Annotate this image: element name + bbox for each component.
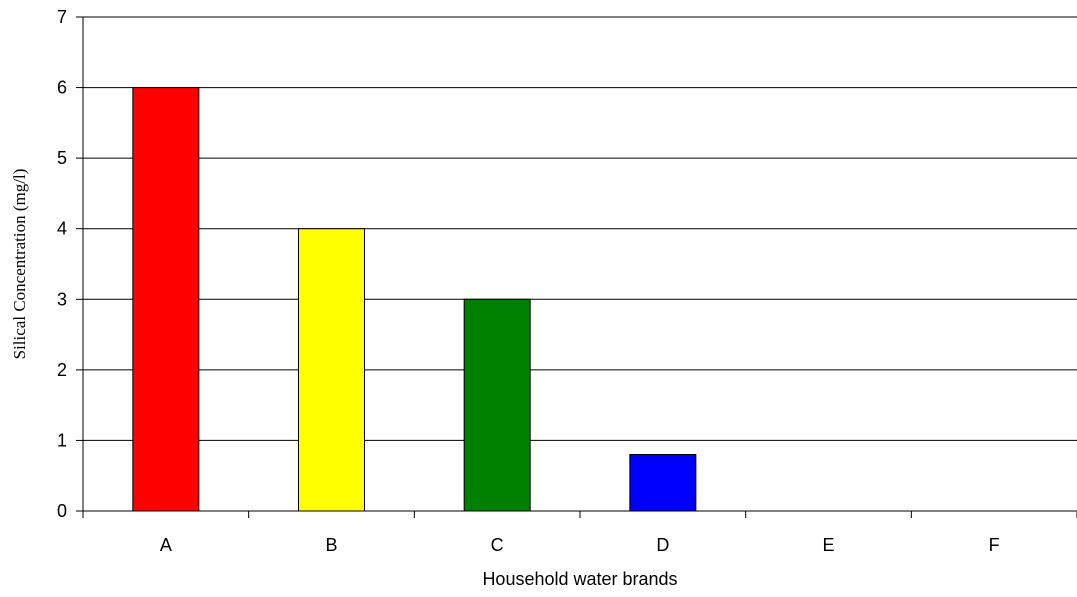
bar-d	[629, 454, 697, 512]
y-tick-label: 5	[57, 148, 67, 168]
y-tick-label: 0	[57, 501, 67, 521]
x-axis-ticks: A B C D E F	[82, 511, 1077, 555]
axes	[82, 17, 1077, 512]
x-axis-title: Household water brands	[482, 569, 677, 589]
x-tick-label: C	[491, 535, 504, 555]
bar-c	[463, 298, 531, 512]
bars	[132, 87, 697, 512]
y-tick-label: 7	[57, 7, 67, 27]
y-tick-label: 1	[57, 430, 67, 450]
y-tick-label: 3	[57, 289, 67, 309]
gridlines	[83, 16, 1077, 441]
bar-b	[298, 228, 365, 512]
x-tick-label: D	[656, 535, 669, 555]
y-axis-ticks: 0 1 2 3 4 5 6 7	[57, 7, 83, 521]
x-tick-label: A	[160, 535, 172, 555]
y-tick-label: 4	[57, 219, 67, 239]
bar-a	[132, 87, 200, 512]
y-tick-label: 2	[57, 360, 67, 380]
x-tick-label: E	[822, 535, 834, 555]
x-tick-label: F	[989, 535, 1000, 555]
y-tick-label: 6	[57, 78, 67, 98]
y-axis-title: Silical Concentration (mg/l)	[10, 169, 29, 360]
x-tick-label: B	[325, 535, 337, 555]
